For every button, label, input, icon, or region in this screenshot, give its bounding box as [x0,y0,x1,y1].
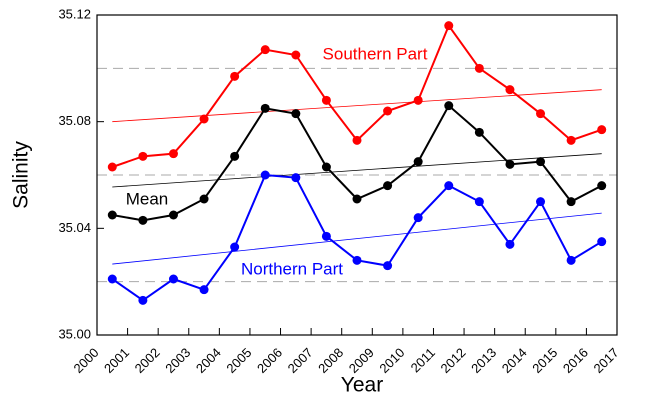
data-point [413,213,423,223]
data-point [413,95,423,105]
data-point [107,162,117,172]
data-point [597,237,607,247]
data-point [383,261,393,271]
data-point [505,85,515,95]
data-point [352,194,362,204]
x-tick-label: 2010 [376,345,407,376]
data-point [321,95,331,105]
x-tick-label: 2011 [408,345,438,375]
x-tick-label: 2007 [285,345,316,376]
data-point [107,274,117,284]
y-tick-label: 35.12 [58,6,91,21]
y-tick-label: 35.00 [58,326,91,341]
y-tick-label: 35.04 [58,220,91,235]
data-point [536,197,546,207]
data-point [383,181,393,191]
plot-frame [96,14,618,336]
data-point [413,157,423,167]
data-point [444,181,454,191]
x-tick-label: 2006 [254,345,285,376]
data-point [230,71,240,81]
x-tick-label: 2014 [499,345,530,376]
data-point [505,159,515,169]
data-point [597,181,607,191]
series-label: Southern Part [323,44,428,63]
x-tick-label: 2017 [590,345,621,376]
data-point [474,63,484,73]
y-tick-label: 35.08 [58,113,91,128]
x-tick-label: 2016 [560,345,591,376]
x-tick-label: 2005 [223,345,254,376]
x-axis-label: Year [341,374,383,397]
data-point [107,210,117,220]
data-point [444,101,454,111]
x-tick-label: 2008 [315,345,346,376]
data-point [536,157,546,167]
data-point [199,285,209,295]
data-point [138,151,148,161]
data-point [291,109,301,119]
data-point [474,127,484,137]
data-point [199,114,209,124]
x-tick-label: 2002 [132,345,163,376]
data-point [230,151,240,161]
data-point [168,274,178,284]
data-point [260,170,270,180]
x-tick-label: 2000 [70,345,101,376]
data-point [168,210,178,220]
x-tick-label: 2015 [529,345,560,376]
x-tick-label: 2012 [438,345,469,376]
data-point [260,45,270,55]
data-point [383,106,393,116]
data-point [352,255,362,265]
trend-line [112,212,602,265]
trend-line [112,89,602,123]
data-point [321,231,331,241]
series-label: Mean [126,189,169,208]
data-point [199,194,209,204]
x-tick-label: 2013 [468,345,499,376]
data-point [566,197,576,207]
data-point [168,149,178,159]
data-point [321,162,331,172]
data-point [138,215,148,225]
x-tick-label: 2009 [346,345,377,376]
x-tick-label: 2004 [193,345,224,376]
data-point [138,295,148,305]
data-point [474,197,484,207]
data-point [444,21,454,31]
data-point [291,50,301,60]
y-axis-label: Salinity [10,141,33,209]
data-point [352,135,362,145]
data-point [566,255,576,265]
data-point [566,135,576,145]
x-tick-label: 2003 [162,345,193,376]
data-point [597,125,607,135]
data-point [230,242,240,252]
series-label: Northern Part [241,259,343,278]
data-point [291,173,301,183]
x-tick-label: 2001 [101,345,132,376]
data-point [505,239,515,249]
data-point [260,103,270,113]
data-point [536,109,546,119]
trend-line [112,153,602,188]
